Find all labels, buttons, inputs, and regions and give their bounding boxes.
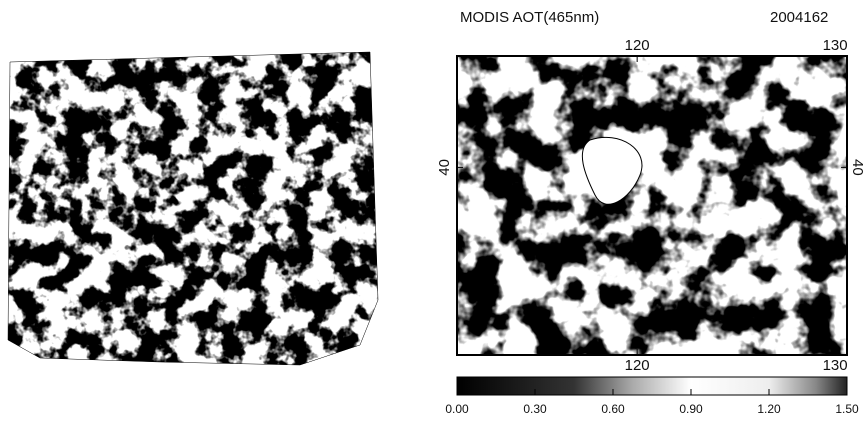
map-date: 2004162: [770, 9, 828, 26]
map-title: MODIS AOT(465nm): [460, 9, 599, 26]
colorbar-label: 1.20: [757, 402, 781, 416]
colorbar-label: 1.50: [835, 402, 859, 416]
lat-label: 40: [436, 159, 453, 176]
colorbar: [456, 376, 848, 396]
lat-label: 40: [849, 159, 865, 176]
aot-map: [456, 55, 848, 356]
colorbar-label: 0.90: [679, 402, 703, 416]
axes: 120 130 120 130 40 40 0.00 0.30 0.60 0.90 1.20 1.50: [436, 37, 865, 416]
lon-label: 130: [823, 37, 848, 54]
satellite-image: [7, 51, 379, 366]
lon-label: 130: [823, 357, 848, 374]
lon-label: 120: [625, 357, 650, 374]
lon-label: 120: [625, 37, 650, 54]
colorbar-label: 0.30: [523, 402, 547, 416]
colorbar-label: 0.60: [601, 402, 625, 416]
colorbar-label: 0.00: [445, 402, 469, 416]
